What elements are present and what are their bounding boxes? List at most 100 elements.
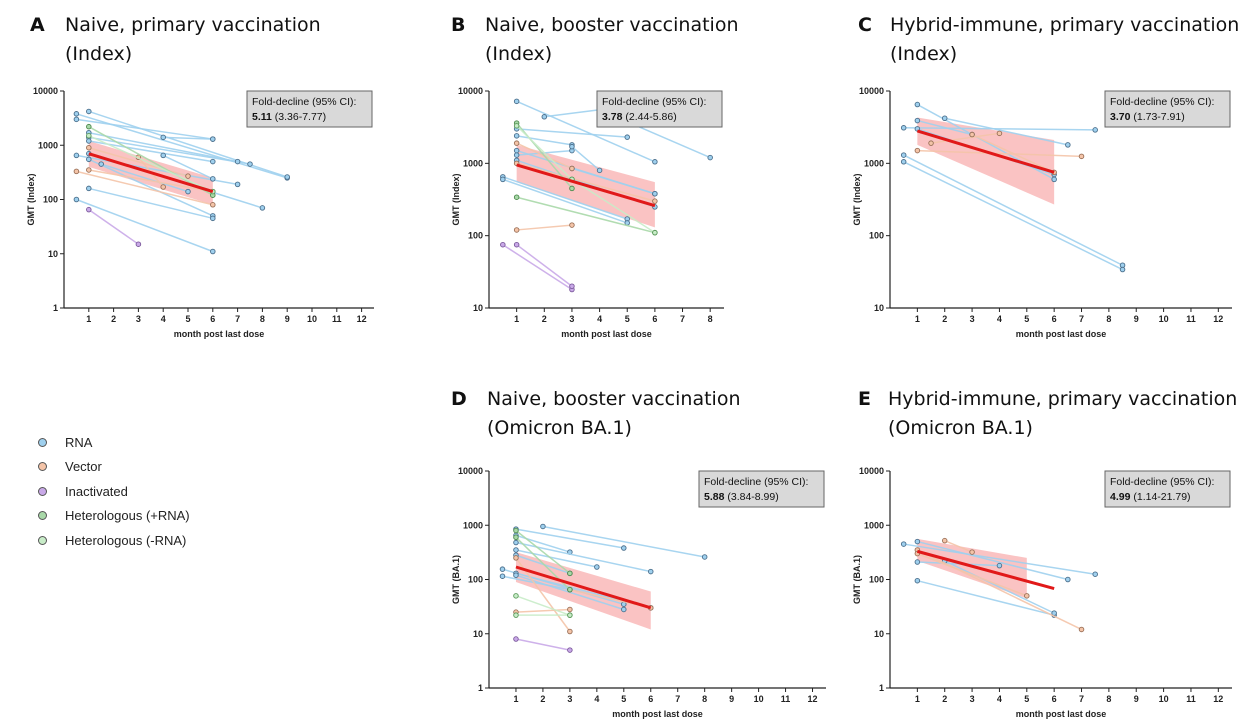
data-point (996, 562, 1003, 569)
data-point (1119, 266, 1126, 273)
fold-decline-value: 4.99 (1.14-21.79) (1110, 491, 1191, 503)
data-point (900, 152, 907, 158)
data-point (594, 564, 600, 570)
x-tick-label: 4 (597, 314, 602, 324)
panel-title-line2: (Index) (890, 43, 958, 65)
data-point (210, 136, 216, 142)
y-tick-label: 10 (48, 249, 58, 259)
series-line (515, 529, 571, 574)
y-tick-label: 1000 (38, 140, 58, 150)
x-tick-label: 5 (625, 314, 630, 324)
x-tick-label: 3 (569, 314, 574, 324)
data-point (160, 134, 166, 141)
panel-title-line2: (Index) (485, 43, 553, 65)
confidence-band (917, 538, 1027, 599)
data-point (513, 133, 520, 139)
fold-decline-title: Fold-decline (95% CI): (252, 96, 356, 108)
x-tick-label: 8 (702, 694, 707, 704)
data-point (86, 185, 92, 192)
x-tick-label: 1 (915, 694, 920, 704)
series-line (917, 579, 1055, 616)
data-point (86, 138, 92, 144)
series-line (502, 575, 571, 591)
data-point (621, 606, 627, 613)
data-point (86, 206, 92, 213)
data-point (513, 227, 520, 233)
data-point (499, 566, 506, 572)
y-tick-label: 1000 (864, 520, 884, 530)
panel-title-line1: Naive, booster vaccination (487, 388, 741, 410)
x-tick-label: 5 (185, 314, 190, 324)
data-point (513, 152, 520, 158)
x-axis-label: month post last dose (612, 709, 703, 719)
data-point (73, 168, 80, 175)
legend-swatch (38, 486, 47, 496)
data-point (900, 125, 907, 131)
data-point (624, 134, 630, 140)
panel-title-line2: (Omicron BA.1) (487, 417, 632, 439)
data-point (86, 156, 92, 163)
data-point (567, 586, 573, 593)
data-point (513, 241, 520, 248)
panel-title-line2: (Index) (65, 43, 133, 65)
data-point (210, 202, 216, 208)
data-point (86, 144, 92, 151)
panel-title-line2: (Omicron BA.1) (888, 417, 1033, 439)
x-tick-label: 2 (111, 314, 116, 324)
data-point (1024, 593, 1030, 599)
data-point (928, 140, 934, 146)
legend: RNA Vector Inactivated Heterologous (+RN… (38, 430, 190, 553)
x-tick-label: 9 (729, 694, 734, 704)
x-tick-label: 6 (210, 314, 215, 324)
x-tick-label: 7 (1079, 314, 1084, 324)
series-line (515, 608, 570, 613)
data-point (914, 559, 921, 565)
data-point (500, 241, 506, 248)
data-point (513, 547, 519, 553)
data-point (1078, 153, 1085, 160)
series-line (516, 162, 656, 202)
series-line (930, 132, 1000, 144)
legend-swatch (38, 535, 47, 545)
x-tick-label: 9 (285, 314, 290, 324)
y-tick-label: 100 (869, 231, 884, 241)
x-tick-label: 11 (332, 314, 342, 324)
series-line (571, 167, 656, 195)
series-line (162, 154, 214, 180)
data-point (900, 159, 907, 165)
y-tick-label: 100 (869, 575, 884, 585)
fold-decline-title: Fold-decline (95% CI): (704, 476, 808, 488)
series-line (571, 178, 656, 234)
data-point (1078, 626, 1085, 633)
data-point (567, 570, 573, 577)
fold-decline-value: 3.70 (1.73-7.91) (1110, 111, 1185, 123)
data-point (567, 647, 573, 653)
data-point (73, 196, 80, 203)
regression-line (916, 549, 1055, 591)
data-point (73, 152, 80, 159)
panel-title: Naive, booster vaccination (Omicron BA.1… (487, 385, 741, 443)
series-line (76, 198, 214, 253)
series-line (502, 178, 628, 224)
y-tick-label: 100 (468, 231, 483, 241)
x-tick-label: 8 (1106, 694, 1111, 704)
x-tick-label: 6 (652, 314, 657, 324)
x-tick-label: 12 (1213, 314, 1223, 324)
data-point (621, 545, 627, 551)
regression-line (916, 129, 1055, 174)
x-tick-label: 10 (1159, 314, 1169, 324)
data-point (1092, 571, 1098, 577)
series-line (544, 109, 600, 118)
legend-item: RNA (38, 430, 190, 455)
series-line (515, 595, 571, 616)
x-tick-label: 7 (675, 694, 680, 704)
data-point (210, 248, 216, 255)
series-line (917, 549, 1082, 631)
series-line (76, 118, 213, 140)
series-line (571, 146, 601, 171)
y-tick-label: 100 (468, 575, 483, 585)
x-tick-label: 7 (680, 314, 685, 324)
